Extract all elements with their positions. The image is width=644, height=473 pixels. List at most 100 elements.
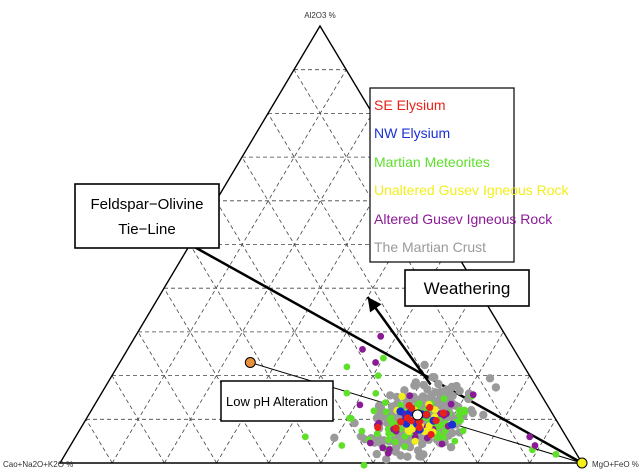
scattered-point bbox=[301, 433, 309, 441]
meteorite-point bbox=[401, 433, 409, 440]
scattered-point bbox=[552, 450, 560, 458]
crust-point bbox=[442, 385, 451, 394]
grid-line bbox=[425, 331, 504, 464]
crust-point bbox=[468, 408, 477, 418]
meteorite-point bbox=[384, 425, 392, 433]
low-ph-label: Low pH Alteration bbox=[226, 394, 328, 409]
crust-point bbox=[418, 439, 427, 449]
altered-gusev-point bbox=[356, 401, 364, 409]
weathering-label: Weathering bbox=[424, 279, 511, 298]
meteorite-point bbox=[358, 427, 366, 435]
meteorite-point bbox=[440, 433, 447, 441]
crust-point bbox=[372, 449, 381, 459]
crust-point bbox=[330, 433, 339, 442]
crust-point bbox=[411, 381, 420, 390]
legend-item-nw-elysium: NW Elysium bbox=[374, 125, 450, 141]
unaltered-gusev-point bbox=[398, 392, 406, 400]
special-points bbox=[244, 296, 588, 469]
se-elysium-point bbox=[427, 431, 435, 439]
meteorite-point bbox=[459, 427, 467, 435]
meteorite-point bbox=[385, 436, 392, 444]
se-elysium-point bbox=[415, 424, 423, 432]
meteorite-point bbox=[381, 399, 389, 406]
crust-point bbox=[356, 432, 366, 441]
altered-gusev-point bbox=[406, 392, 414, 400]
unaltered-gusev-point bbox=[425, 422, 433, 430]
se-elysium-point bbox=[392, 424, 400, 432]
altered-gusev-point bbox=[469, 391, 477, 399]
altered-gusev-point bbox=[447, 400, 455, 408]
se-elysium-point bbox=[374, 423, 382, 431]
crust-point bbox=[382, 455, 391, 464]
crust-point bbox=[446, 443, 456, 452]
weathering-arrow-shaft bbox=[366, 296, 432, 386]
se-elysium-point bbox=[422, 411, 430, 419]
scattered-point bbox=[338, 442, 346, 449]
grid-line bbox=[189, 244, 322, 464]
scattered-point bbox=[374, 372, 382, 379]
legend-item-se-elysium: SE Elysium bbox=[374, 97, 446, 113]
crust-point bbox=[479, 410, 488, 420]
grid-line bbox=[111, 69, 347, 464]
meteorite-point bbox=[455, 411, 463, 418]
tie-line-label-line1: Feldspar−Olivine bbox=[91, 196, 204, 213]
vertex-right-label: MgO+FeO % bbox=[592, 460, 639, 469]
legend-item-altered-gusev: Altered Gusev Igneous Rock bbox=[374, 211, 553, 227]
crust-point bbox=[491, 383, 501, 392]
crust-point bbox=[419, 380, 428, 390]
scattered-point bbox=[359, 346, 366, 353]
scattered-point bbox=[343, 389, 351, 397]
se-elysium-point bbox=[397, 418, 405, 426]
meteorite-point bbox=[392, 438, 399, 446]
data-points bbox=[301, 332, 560, 469]
meteorite-point bbox=[451, 437, 459, 445]
vertex-left-label: Cao+Na2O+K2O % bbox=[3, 460, 73, 469]
weathering-box bbox=[404, 269, 530, 307]
grid-line bbox=[529, 419, 557, 464]
se-elysium-point bbox=[426, 403, 434, 412]
altered-gusev-point bbox=[438, 440, 446, 448]
meteorite-point bbox=[433, 434, 441, 441]
meteorite-point bbox=[440, 395, 448, 402]
se-elysium-point bbox=[439, 409, 448, 417]
meteorite-point bbox=[373, 430, 381, 438]
scattered-point bbox=[377, 332, 385, 340]
tie-line-annotation: Feldspar−Olivine Tie−Line bbox=[74, 183, 220, 249]
meteorite-point bbox=[382, 408, 390, 416]
grid-line bbox=[163, 287, 270, 464]
nw-elysium-point bbox=[396, 407, 405, 416]
mgo-feo-endpoint bbox=[576, 457, 588, 469]
crust-point bbox=[413, 446, 423, 455]
grid-line bbox=[85, 419, 113, 464]
crust-point bbox=[485, 374, 495, 383]
tie-line-label-line2: Tie−Line bbox=[118, 221, 175, 238]
meteorite-point bbox=[386, 415, 394, 423]
crust-point bbox=[428, 373, 437, 382]
scattered-point bbox=[526, 433, 534, 441]
meteorite-point bbox=[461, 406, 468, 414]
crust-point bbox=[420, 360, 429, 370]
altered-gusev-point bbox=[379, 444, 387, 452]
meteorite-point bbox=[415, 400, 423, 407]
weathering-arrow-head bbox=[367, 296, 382, 313]
meteorite-point bbox=[372, 390, 380, 397]
low-ph-annotation: Low pH Alteration bbox=[220, 380, 334, 422]
crust-composition bbox=[412, 409, 423, 421]
low-ph-box bbox=[220, 380, 334, 422]
crust-point bbox=[400, 386, 409, 395]
crust-point bbox=[386, 391, 395, 400]
crust-point bbox=[448, 428, 457, 438]
meteorite-point bbox=[397, 401, 405, 409]
weathering-annotation: Weathering bbox=[404, 269, 530, 307]
legend: SE Elysium NW Elysium Martian Meteorites… bbox=[369, 87, 570, 263]
crust-point bbox=[403, 452, 412, 461]
se-elysium-point bbox=[407, 417, 416, 425]
crust-point bbox=[434, 379, 443, 389]
nw-elysium-point bbox=[448, 420, 457, 429]
meteorite-point bbox=[346, 414, 353, 422]
meteorite-point bbox=[370, 407, 378, 415]
low-ph-endpoint bbox=[244, 357, 256, 368]
vertex-top-label: Al2O3 % bbox=[304, 11, 336, 20]
se-elysium-point bbox=[408, 404, 416, 412]
